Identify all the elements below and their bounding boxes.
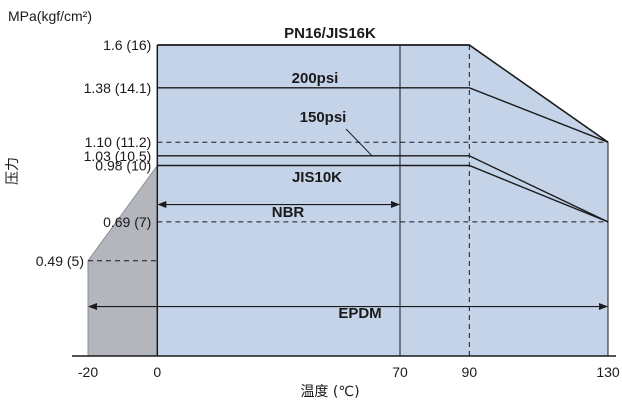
series-line-2: [157, 155, 609, 223]
tick-labels: -20 0 70 90 130 1.6 (16) 1.38 (14.1) 1.10 (11.2…: [36, 37, 620, 380]
series-line-1: [157, 87, 609, 143]
x-tick-label: 70: [392, 364, 408, 380]
y-tick-label: 1.10 (11.2): [85, 134, 152, 150]
x-tick-label: 90: [462, 364, 478, 380]
x-tick-label: 130: [596, 364, 620, 380]
x-tick-label: 0: [153, 364, 161, 380]
region-0: [157, 45, 609, 356]
range-arrow-right-1: [599, 303, 608, 311]
range-arrow-right-0: [391, 201, 400, 209]
y-tick-label: 0.69 (7): [103, 214, 151, 230]
y-unit-label: MPa(kgf/cm²): [8, 8, 92, 24]
axes: [72, 45, 616, 357]
guide-lines: [88, 45, 609, 356]
y-axis-title: 压力: [5, 157, 21, 185]
label-150psi-leader: [345, 128, 373, 157]
x-axis-title: 温度 (℃): [300, 384, 359, 400]
series-line-3: [157, 164, 609, 223]
label-nbr: NBR: [272, 204, 305, 221]
series-line-0: [157, 44, 609, 143]
range-arrow-left-1: [88, 303, 97, 311]
y-tick-label: 1.03 (10.5): [84, 148, 152, 164]
chart-regions: [87, 44, 609, 356]
y-tick-label: 0.98 (10): [95, 158, 151, 174]
y-tick-label: 1.38 (14.1): [84, 80, 152, 96]
x-tick-label: -20: [78, 364, 98, 380]
label-200psi: 200psi: [292, 70, 339, 87]
series-lines: [157, 44, 609, 223]
label-pn16-jis16k: PN16/JIS16K: [284, 25, 376, 42]
range-arrow-left-0: [157, 201, 167, 209]
range-arrows: [88, 201, 608, 311]
y-tick-label: 0.49 (5): [36, 253, 84, 269]
label-150psi: 150psi: [300, 109, 347, 126]
region-1: [88, 165, 158, 356]
label-epdm: EPDM: [338, 305, 381, 322]
y-tick-label: 1.6 (16): [103, 37, 151, 53]
label-jis10k: JIS10K: [292, 169, 342, 186]
